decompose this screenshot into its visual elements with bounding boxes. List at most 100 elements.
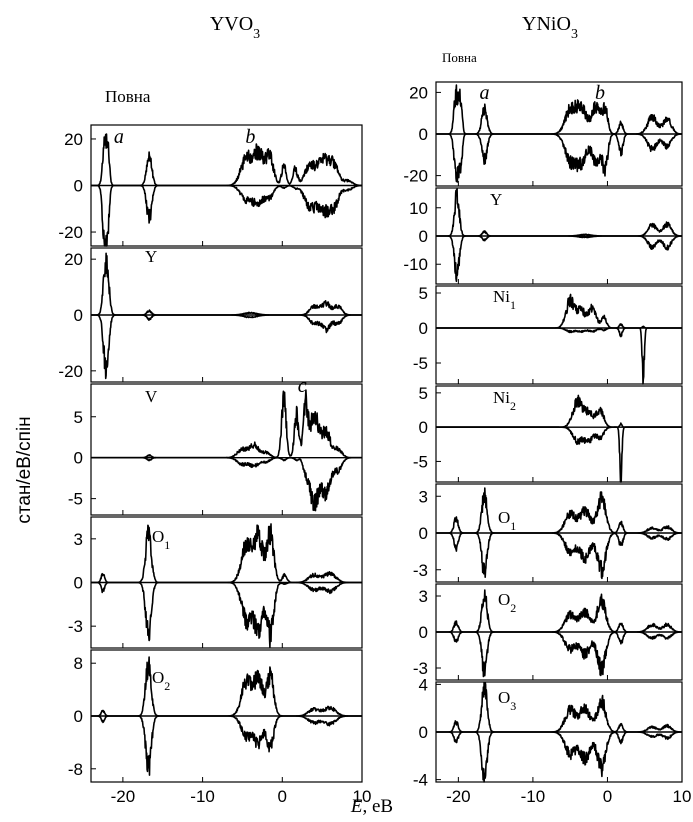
y-tick-label: 0 (419, 319, 428, 338)
x-tick-label: 0 (603, 787, 612, 806)
x-tick-label: 0 (278, 787, 287, 806)
y-tick-label: -20 (58, 223, 83, 242)
y-tick-label: 0 (419, 623, 428, 642)
panel-YNiO3-Ni2: 5 0 -5 (413, 384, 683, 483)
y-tick-label: 0 (419, 418, 428, 437)
panel-YVO3-Y: 20 0 -20 (58, 247, 363, 383)
y-tick-label: 0 (74, 177, 83, 196)
panel-label: O1 (152, 527, 170, 552)
dos-curve-spin-down (435, 235, 683, 283)
column-title-ynio3: YNiO3 (522, 13, 578, 42)
y-tick-label: -3 (413, 561, 428, 580)
panel-label: Y (145, 247, 157, 266)
y-tick-label: 0 (419, 524, 428, 543)
y-tick-label: -10 (403, 255, 428, 274)
dos-curve-spin-up (435, 681, 683, 733)
panel-YNiO3-Ni1: 5 0 -5 (413, 284, 683, 385)
y-tick-label: 4 (419, 675, 428, 694)
y-tick-label: 0 (74, 449, 83, 468)
dos-curve-spin-up (435, 394, 683, 428)
panel-frame (435, 285, 683, 385)
dos-curve-spin-up (90, 252, 363, 316)
panel-YVO3-V: 5 0 -5 (68, 383, 363, 516)
y-tick-label: 0 (74, 306, 83, 325)
dos-curve-spin-down (435, 426, 683, 483)
y-tick-label: 5 (419, 284, 428, 303)
y-tick-label: 3 (74, 530, 83, 549)
panel-label: Y (490, 190, 502, 209)
y-tick-label: -5 (68, 490, 83, 509)
y-tick-label: 8 (74, 654, 83, 673)
y-tick-label: 5 (74, 408, 83, 427)
y-tick-label: 3 (419, 487, 428, 506)
y-tick-label: -3 (413, 659, 428, 678)
dos-curve-spin-down (435, 327, 683, 385)
plot-area: 20 0 -20 Повна a b 20 0 -20 Y 5 0 -5 V c 3 0 -3 O1 8 0 -8 O2 -2… (58, 50, 691, 806)
region-letter-c: c (298, 375, 307, 397)
dos-curve-spin-up (435, 487, 683, 534)
panel-label: V (145, 387, 158, 406)
y-tick-label: -20 (403, 167, 428, 186)
y-tick-label: 5 (419, 384, 428, 403)
dos-curve-spin-down (435, 133, 683, 183)
panel-YNiO3-Y: 10 0 -10 (403, 187, 683, 285)
y-tick-label: -8 (68, 760, 83, 779)
panel-label: O3 (498, 688, 516, 713)
panel-frame (435, 385, 683, 483)
y-tick-label: 0 (419, 125, 428, 144)
dos-curve-spin-down (90, 314, 363, 380)
dos-curve-spin-up (435, 188, 683, 237)
y-tick-label: 20 (64, 250, 83, 269)
dos-curve-spin-up (90, 656, 363, 717)
x-tick-label: 10 (353, 787, 372, 806)
x-tick-label: -10 (190, 787, 215, 806)
y-tick-label: 3 (419, 587, 428, 606)
panel-YVO3-Повна: 20 0 -20 (58, 124, 363, 247)
panel-label: O2 (498, 590, 516, 615)
panel-YNiO3-O2: 3 0 -3 (413, 583, 683, 681)
y-tick-label: 0 (419, 227, 428, 246)
region-letter-b: b (595, 82, 605, 104)
panel-label: Ni1 (493, 287, 516, 312)
y-tick-label: 20 (409, 83, 428, 102)
dos-curve-spin-down (90, 456, 363, 512)
y-tick-label: -5 (413, 354, 428, 373)
panel-label: Повна (442, 50, 477, 65)
panel-frame (90, 383, 363, 516)
dos-curve-spin-down (90, 715, 363, 776)
region-letter-a: a (114, 126, 124, 148)
panel-label: Ni2 (493, 388, 516, 413)
dos-curve-spin-down (90, 184, 363, 247)
panel-YVO3-O2: 8 0 -8 (68, 649, 363, 783)
y-tick-label: -20 (58, 362, 83, 381)
dos-curve-spin-up (90, 389, 363, 459)
y-tick-label: -5 (413, 452, 428, 471)
dos-curve-spin-up (435, 589, 683, 633)
y-axis-label: стан/еВ/спін (14, 416, 35, 523)
y-tick-label: 20 (64, 130, 83, 149)
dos-curve-spin-up (435, 84, 683, 135)
region-letter-b: b (245, 126, 255, 148)
x-axis-label: E, eВ (350, 796, 393, 817)
region-letter-a: a (479, 82, 489, 104)
panel-label: O1 (498, 508, 516, 533)
dos-curve-spin-up (90, 133, 363, 187)
panel-label: Повна (105, 87, 151, 106)
dos-curve-spin-down (90, 581, 363, 648)
dos-curve-spin-up (90, 523, 363, 584)
dos-curve-spin-down (435, 731, 683, 783)
y-tick-label: 0 (74, 574, 83, 593)
dos-curve-spin-down (435, 532, 683, 580)
panel-YVO3-O1: 3 0 -3 (68, 516, 363, 649)
dos-curve-spin-down (435, 631, 683, 678)
y-tick-label: 10 (409, 199, 428, 218)
panel-YNiO3-O3: 4 0 -4 (413, 675, 683, 790)
y-tick-label: -4 (413, 771, 428, 790)
x-tick-label: -20 (111, 787, 136, 806)
x-tick-label: -10 (521, 787, 546, 806)
y-tick-label: -3 (68, 617, 83, 636)
dos-curve-spin-up (435, 293, 683, 329)
x-tick-label: -20 (446, 787, 471, 806)
panel-YNiO3-O1: 3 0 -3 (413, 483, 683, 583)
